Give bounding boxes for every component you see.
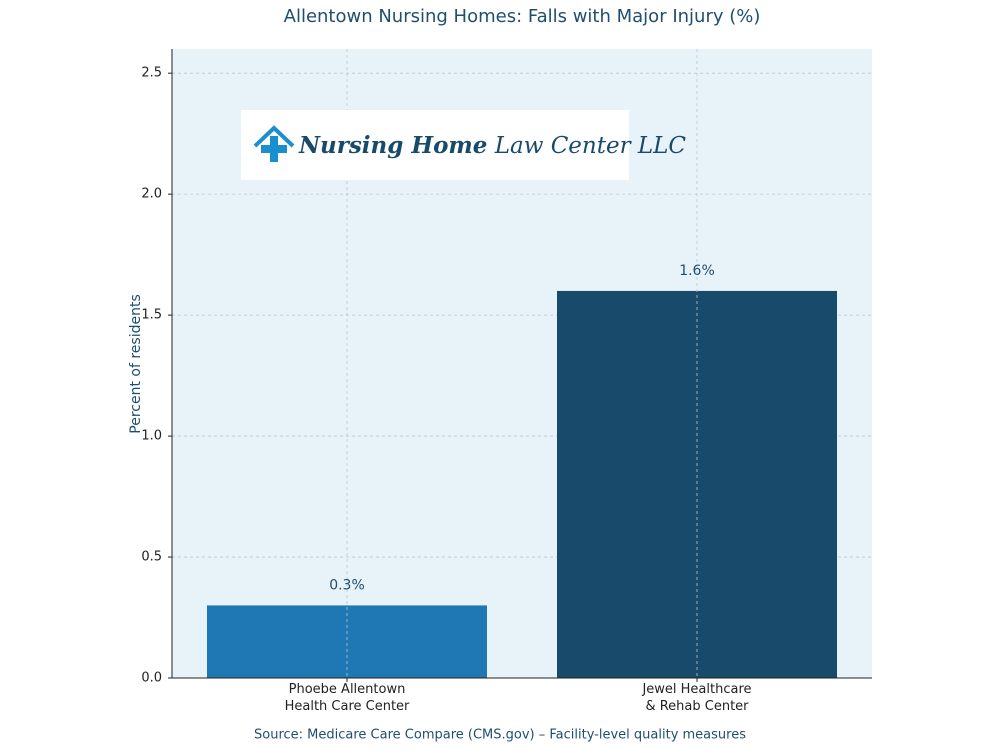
y-tick-label: 1.5 — [141, 308, 162, 323]
y-tick-label: 0.0 — [141, 671, 162, 686]
plot: 0.0 0.5 1.0 1.5 2.0 2.5 0.3% Phoebe Allentown He… — [141, 49, 872, 714]
logo: Nursing Home Law Center LLC — [241, 110, 686, 180]
x-tick-line: Phoebe Allentown — [289, 682, 406, 697]
x-tick-line: Jewel Healthcare — [641, 682, 751, 697]
value-label: 1.6% — [679, 263, 715, 279]
y-tick-label: 2.5 — [141, 66, 162, 81]
y-tick-label: 0.5 — [141, 550, 162, 565]
logo-bold: Nursing Home — [298, 132, 487, 159]
logo-cross — [261, 145, 287, 153]
bar — [207, 605, 487, 678]
logo-roof — [253, 125, 295, 148]
y-axis-label: Percent of residents — [128, 294, 144, 433]
x-tick-line: & Rehab Center — [645, 699, 749, 714]
y-tick-label: 2.0 — [141, 187, 162, 202]
chart-title: Allentown Nursing Homes: Falls with Majo… — [284, 6, 761, 27]
value-label: 0.3% — [329, 577, 365, 593]
logo-box — [241, 110, 629, 180]
x-tick-label: Jewel Healthcare & Rehab Center — [641, 682, 751, 714]
x-tick-line: Health Care Center — [285, 699, 410, 714]
source-note: Source: Medicare Care Compare (CMS.gov) … — [254, 728, 746, 743]
logo-rest: Law Center LLC — [494, 133, 687, 159]
logo-text: Nursing Home Law Center LLC — [298, 132, 686, 159]
y-tick-label: 1.0 — [141, 429, 162, 444]
x-tick-label: Phoebe Allentown Health Care Center — [285, 682, 410, 714]
